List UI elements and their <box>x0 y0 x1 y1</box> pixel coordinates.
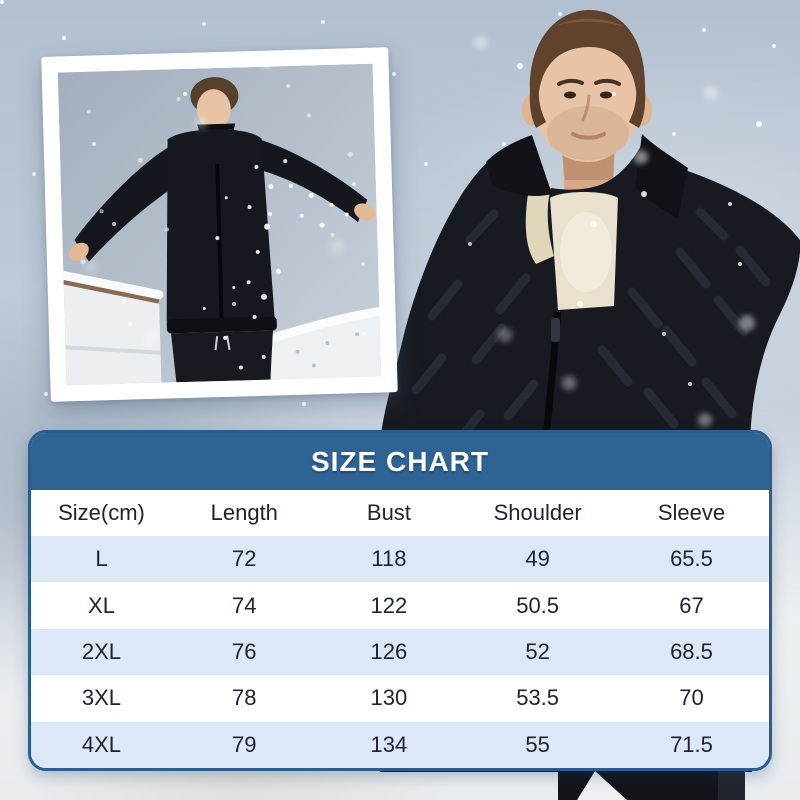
size-cell: 134 <box>370 731 408 757</box>
inset-photo <box>57 63 382 386</box>
column-header-size: Size(cm) <box>58 500 145 525</box>
size-cell: 67 <box>679 592 704 618</box>
size-cell: 55 <box>525 731 550 757</box>
model-hair <box>529 9 646 128</box>
size-chart-card: SIZE CHART Size(cm) Length Bust Shoulder… <box>28 430 772 771</box>
column-header-bust: Bust <box>366 500 411 525</box>
size-cell: L <box>95 546 108 572</box>
quilt-pattern <box>411 207 771 451</box>
size-row-3xl: 3XL 78 130 53.5 70 <box>31 675 769 722</box>
size-cell: 68.5 <box>670 639 713 665</box>
inset-roof <box>58 270 164 386</box>
size-cell: 3XL <box>81 685 122 711</box>
inset-snowfall <box>80 84 366 303</box>
size-cell: 130 <box>370 685 408 711</box>
size-cell: 52 <box>525 639 550 665</box>
column-header-sleeve: Sleeve <box>657 500 726 525</box>
collar-right <box>635 134 688 218</box>
size-cell: 72 <box>232 546 257 572</box>
size-cell: 70 <box>679 685 704 711</box>
size-row-4xl: 4XL 79 134 55 71.5 <box>31 721 769 768</box>
size-cell: 65.5 <box>670 546 713 572</box>
size-chart-column-headers: Size(cm) Length Bust Shoulder Sleeve <box>31 490 769 536</box>
size-cell: 71.5 <box>670 731 713 757</box>
size-chart-header: SIZE CHART <box>31 433 769 490</box>
size-cell: 76 <box>232 639 257 665</box>
inset-snow-ledge <box>265 307 382 380</box>
inset-snow-speckles <box>202 159 349 370</box>
size-cell: 2XL <box>81 639 122 665</box>
zipper-pull <box>551 318 560 342</box>
size-cell: 78 <box>232 685 257 711</box>
shearling-collar <box>525 182 554 264</box>
collar-left <box>486 135 552 196</box>
inset-model <box>68 77 376 383</box>
inset-photo-frame <box>41 47 398 402</box>
column-header-shoulder: Shoulder <box>493 500 582 525</box>
size-row-l: L 72 118 49 65.5 <box>31 536 769 583</box>
model-face <box>533 38 641 162</box>
size-cell: 53.5 <box>516 685 560 711</box>
size-cell: 74 <box>232 592 257 618</box>
size-cell: XL <box>88 592 115 618</box>
size-cell: 126 <box>370 639 408 665</box>
size-row-2xl: 2XL 76 126 52 68.5 <box>31 628 769 676</box>
size-cell: 4XL <box>81 731 122 757</box>
size-row-xl: XL 74 122 50.5 67 <box>31 582 769 629</box>
size-cell: 118 <box>371 546 407 572</box>
model-legs <box>558 770 745 800</box>
size-cell: 122 <box>370 592 408 618</box>
column-header-length: Length <box>210 500 278 525</box>
size-cell: 79 <box>232 731 257 757</box>
size-cell: 50.5 <box>516 592 560 618</box>
size-chart-title: SIZE CHART <box>311 445 489 477</box>
size-cell: 49 <box>525 546 550 572</box>
